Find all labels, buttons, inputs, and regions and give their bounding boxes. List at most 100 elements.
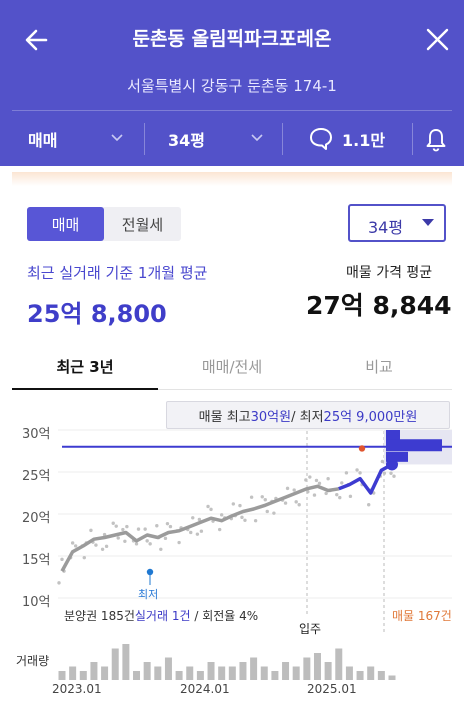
size-filter[interactable]: 34평 (168, 111, 205, 167)
chevron-down-icon (251, 134, 263, 142)
x-tick-label: 2023.01 (52, 682, 102, 696)
listing-avg-price: 27억 8,844 (306, 291, 452, 320)
trade-dot (155, 524, 159, 528)
low-marker-dot (146, 568, 154, 576)
trade-dot (294, 500, 298, 504)
volume-bar (79, 671, 87, 680)
trade-dot (206, 504, 210, 509)
trade-dot (114, 524, 118, 528)
volume-bar (345, 666, 353, 680)
trade-dot (177, 540, 181, 545)
volume-bar (292, 666, 300, 680)
comments-count: 1.1만 (342, 131, 386, 150)
divider-strip (12, 172, 452, 186)
trade-dot (326, 477, 330, 481)
back-arrow-icon[interactable] (18, 20, 58, 60)
listing-avg-label: 매물 가격 평균 (346, 265, 433, 281)
trade-dot (165, 521, 170, 526)
header-bar: 둔촌동 올림픽파크포레온 서울특별시 강동구 둔촌동 174-1 매매 34평 … (0, 0, 464, 166)
y-tick-label: 20억 (22, 511, 51, 526)
volume-bar (324, 662, 332, 680)
deal-type-filter[interactable]: 매매 (28, 111, 57, 167)
trade-dot (145, 539, 149, 543)
volume-bar (90, 662, 98, 680)
price-chart[interactable] (0, 395, 464, 713)
volume-bar (122, 644, 130, 680)
y-tick-label: 30억 (22, 427, 51, 442)
volume-bar (164, 657, 172, 680)
volume-bar (186, 666, 194, 680)
volume-bar (196, 671, 204, 680)
trade-dot (70, 541, 75, 545)
trade-dot (263, 498, 267, 502)
deal-type-label: 매매 (28, 131, 58, 150)
volume-bar (58, 671, 66, 680)
trade-dot (102, 532, 107, 537)
trade-dot (358, 471, 362, 475)
real-deal-count: 실거래 1건 (134, 609, 191, 623)
low-marker-label: 최저 (138, 588, 159, 601)
trade-dot (231, 502, 236, 506)
presale-count: 분양권 185건 (64, 609, 135, 623)
caret-down-icon (422, 219, 434, 226)
trade-dot (209, 507, 213, 512)
trade-dot (219, 513, 224, 517)
volume-bar (260, 666, 268, 680)
recent-trend-line (338, 462, 393, 495)
trade-dot (265, 509, 269, 514)
segment-rent[interactable]: 전월세 (121, 215, 164, 234)
recent-avg-price: 25억 8,800 (27, 300, 167, 328)
volume-bar (228, 666, 236, 680)
trade-dot (243, 518, 247, 522)
trade-dot (238, 503, 242, 508)
segment-sale[interactable]: 매매 (27, 207, 104, 241)
trade-dot (272, 511, 276, 515)
trade-dot (60, 557, 64, 562)
size-filter-label: 34평 (168, 131, 205, 150)
tab-sale-jeonse[interactable]: 매매/전세 (201, 357, 263, 376)
volume-bar (143, 662, 151, 680)
trade-dot (94, 543, 98, 547)
trade-dot (159, 547, 163, 551)
trade-dot (163, 536, 168, 541)
bell-icon[interactable] (424, 127, 448, 153)
volume-bar (388, 675, 396, 680)
volume-bar (239, 662, 247, 680)
trade-dot (312, 493, 317, 497)
trade-dot (324, 491, 328, 496)
trade-dot (367, 503, 371, 507)
trade-dot (143, 527, 147, 531)
tooltip-max: 30억원 (250, 409, 292, 425)
trade-dot (389, 471, 393, 475)
volume-label: 거래량 (16, 654, 50, 668)
trade-dot (189, 530, 193, 535)
deal-segment-control: 매매 전월세 (27, 207, 181, 241)
size-select[interactable]: 34평 (348, 204, 446, 242)
tab-compare[interactable]: 비교 (365, 357, 393, 376)
trade-dot (100, 547, 105, 551)
tooltip-min: 25억 9,000만원 (323, 409, 418, 425)
trade-dot (125, 524, 129, 529)
active-tab-indicator (12, 388, 158, 390)
volume-bar (303, 657, 311, 680)
turnover-rate: 회전율 4% (202, 609, 259, 623)
close-icon[interactable] (418, 20, 458, 60)
chart-tabs: 최근 3년 매매/전세 비교 (12, 342, 452, 390)
trade-dot (382, 471, 387, 475)
size-select-value: 34평 (368, 218, 404, 237)
trade-dot (380, 459, 385, 464)
listing-bar (386, 439, 442, 452)
trade-dot (121, 527, 125, 532)
x-tick-label: 2024.01 (180, 682, 230, 696)
trade-dot (308, 475, 312, 479)
volume-bar (154, 666, 162, 680)
trade-dot (199, 529, 204, 533)
tab-recent-3y[interactable]: 최근 3년 (56, 357, 114, 376)
volume-bar (377, 671, 385, 680)
comments-button[interactable]: 1.1만 (308, 111, 385, 167)
trade-dot (340, 481, 344, 485)
volume-bar (175, 671, 183, 680)
volume-bar (218, 666, 226, 680)
trade-dot (344, 471, 349, 475)
trade-dot (89, 528, 93, 533)
